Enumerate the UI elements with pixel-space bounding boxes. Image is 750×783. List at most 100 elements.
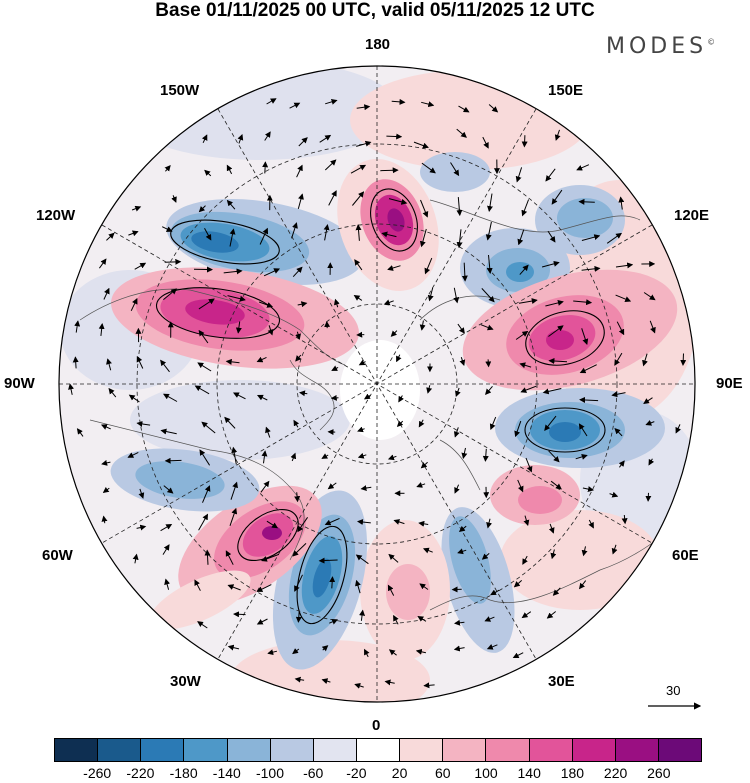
wind-arrow (578, 198, 595, 205)
wind-arrow (649, 320, 656, 334)
wind-arrow (267, 325, 274, 336)
wind-arrow (127, 451, 139, 458)
wind-arrow (128, 394, 140, 403)
wind-arrow (161, 226, 173, 232)
wind-arrow (485, 359, 492, 368)
positive-anomaly-110e (462, 269, 678, 391)
wind-arrow (76, 428, 84, 437)
wind-arrow (453, 645, 465, 652)
wind-arrow (415, 648, 427, 655)
wind-arrow (325, 98, 338, 105)
wind-arrow (319, 134, 332, 143)
legend-swatch (572, 739, 616, 761)
wind-arrow (552, 587, 561, 596)
wind-arrow (68, 383, 74, 395)
wind-arrow (458, 105, 470, 113)
wind-arrow (517, 479, 524, 493)
wind-arrow (138, 488, 145, 499)
wind-arrow (106, 358, 112, 371)
lon-label-150e: 150E (548, 82, 584, 99)
wind-arrow (643, 292, 656, 301)
modes-logo: MODES© (606, 34, 716, 59)
positive-anomaly-70e (490, 465, 580, 525)
wind-arrow (226, 199, 236, 210)
wind-arrow (262, 161, 269, 174)
wind-arrow (321, 678, 331, 685)
wind-arrow (548, 358, 568, 365)
wind-arrow (204, 169, 212, 177)
legend-tick-label: -100 (255, 765, 285, 781)
lon-label-60e: 60E (672, 547, 699, 564)
wind-arrow (364, 648, 370, 658)
wind-arrow (231, 446, 238, 465)
wind-arrow (621, 514, 628, 525)
legend-tick-label: 60 (435, 765, 451, 781)
wind-arrow (266, 520, 279, 529)
wind-arrow (292, 648, 300, 655)
wind-arrow (204, 549, 211, 565)
wind-arrow (204, 228, 212, 241)
legend-swatch (184, 739, 228, 761)
wind-arrow (164, 457, 182, 464)
wind-arrow (454, 619, 465, 626)
wind-arrow (160, 523, 173, 532)
wind-arrow (544, 415, 557, 431)
wind-arrow (360, 485, 372, 492)
wind-arrow (194, 385, 210, 395)
wind-arrow (648, 458, 655, 466)
wind-arrow (426, 385, 433, 394)
wind-arrow (454, 484, 460, 494)
contour-lines (155, 188, 606, 625)
wind-arrow (102, 486, 110, 494)
legend-tick-label: 20 (391, 765, 408, 781)
wind-arrow (521, 199, 530, 217)
wind-arrow (642, 353, 648, 367)
lon-label-120e: 120E (674, 207, 710, 224)
wind-arrow (328, 190, 337, 206)
wind-arrow (355, 554, 369, 565)
wind-arrow (420, 199, 429, 218)
wind-arrow (579, 364, 597, 374)
wind-arrow (136, 420, 151, 427)
wind-arrow (396, 420, 404, 428)
wind-arrow (486, 644, 498, 650)
wind-arrow (160, 428, 177, 435)
wind-arrow (72, 356, 79, 369)
wind-arrow (233, 611, 246, 618)
wind-arrow (106, 232, 115, 241)
graticule (59, 66, 695, 702)
wind-arrow (417, 615, 427, 622)
wind-arrow (551, 189, 563, 205)
wind-arrow (381, 231, 397, 238)
wind-arrow (614, 427, 623, 437)
wind-arrow (323, 224, 330, 241)
wind-arrow (321, 453, 329, 459)
wind-arrow (198, 329, 209, 344)
wind-arrow (233, 392, 246, 400)
wind-arrow (355, 579, 361, 594)
wind-arrow (480, 324, 494, 331)
lon-label-180: 180 (365, 36, 391, 53)
anomaly-field (59, 66, 695, 702)
wind-arrow (482, 448, 489, 462)
wind-arrow (616, 321, 625, 336)
wind-arrow (163, 485, 174, 494)
lon-label-150w: 150W (160, 82, 200, 99)
wind-arrow (164, 578, 171, 590)
wind-arrow (235, 321, 242, 334)
negative-anomaly-90e (495, 388, 665, 468)
wind-arrow (136, 355, 144, 369)
wind-arrow (427, 287, 434, 302)
wind-arrow (487, 193, 493, 212)
wind-arrow (578, 580, 587, 590)
wind-arrow (294, 676, 305, 683)
wind-arrow (554, 129, 561, 141)
wind-arrow (229, 228, 236, 247)
wind-arrow (265, 426, 271, 438)
wind-arrow (223, 268, 243, 275)
wind-arrow (521, 611, 532, 619)
wind-arrow (299, 390, 308, 397)
wind-arrow (422, 547, 433, 554)
wind-arrow (297, 301, 308, 308)
wind-arrow (198, 298, 215, 310)
